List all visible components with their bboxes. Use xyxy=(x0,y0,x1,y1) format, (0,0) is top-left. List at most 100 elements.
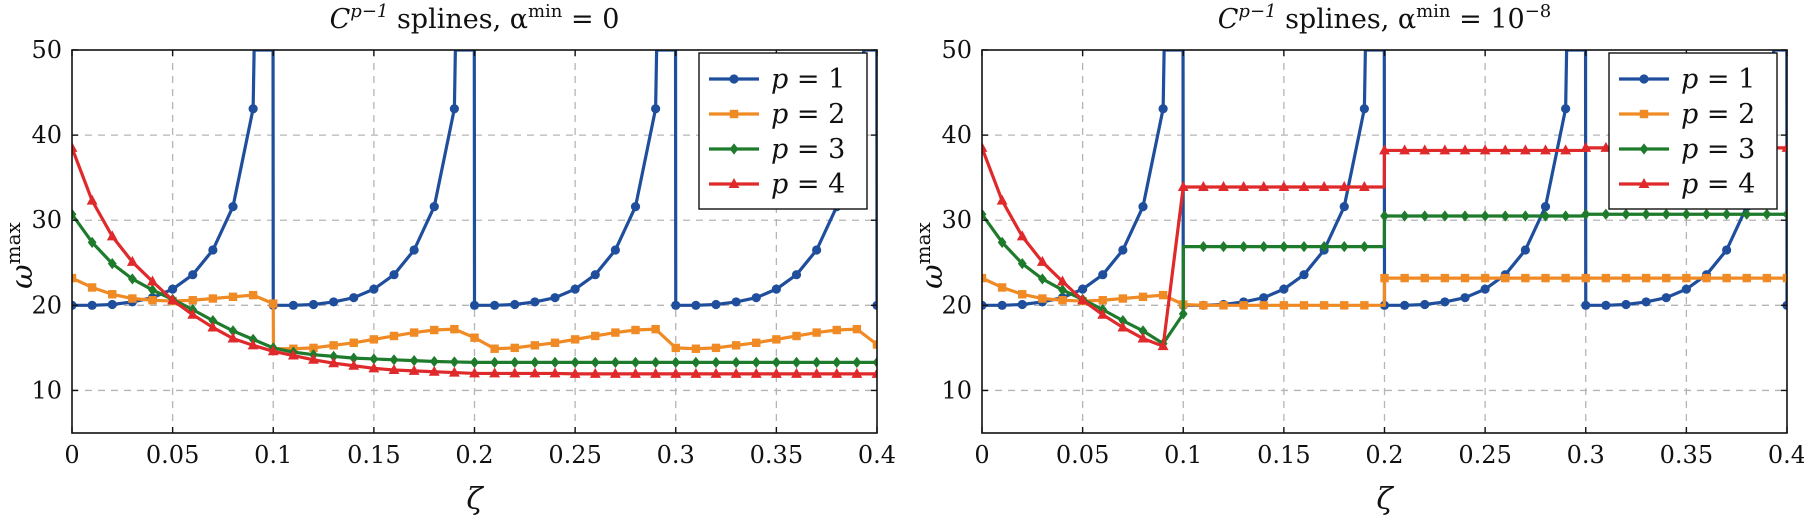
data-point xyxy=(831,367,843,378)
legend-label: p = 1 xyxy=(1681,64,1755,95)
data-point xyxy=(651,324,660,334)
data-point xyxy=(128,294,137,303)
y-tick-label: 40 xyxy=(31,121,62,149)
legend-label: p = 3 xyxy=(1681,134,1755,165)
data-point xyxy=(731,297,741,307)
data-point xyxy=(1058,284,1067,296)
data-point xyxy=(1037,273,1047,285)
data-point xyxy=(269,299,278,308)
data-point xyxy=(1197,181,1209,192)
legend-label: p = 2 xyxy=(771,99,845,130)
data-point xyxy=(1359,241,1369,253)
series-3 xyxy=(72,208,877,368)
data-point xyxy=(630,202,641,212)
data-point xyxy=(1561,273,1570,283)
data-point xyxy=(1118,294,1128,303)
data-point xyxy=(448,366,460,377)
data-point xyxy=(1420,273,1429,283)
data-point xyxy=(1662,273,1671,283)
data-point xyxy=(609,367,621,378)
data-point xyxy=(1077,294,1089,305)
data-point xyxy=(590,270,600,280)
data-point xyxy=(1480,273,1490,283)
data-point xyxy=(1198,241,1208,253)
data-point xyxy=(650,367,662,378)
x-tick-label: 0.1 xyxy=(254,441,292,469)
data-point xyxy=(1098,270,1108,280)
chart-title: Cp−1 splines, αmin = 10−8 xyxy=(1218,1,1551,35)
data-point xyxy=(670,367,682,378)
data-point xyxy=(1058,296,1067,305)
data-point xyxy=(1298,181,1310,192)
data-point xyxy=(1762,273,1772,283)
data-point xyxy=(409,245,419,255)
data-point xyxy=(691,356,701,368)
data-point xyxy=(1380,210,1389,222)
data-point xyxy=(791,270,802,280)
data-point xyxy=(509,367,521,378)
data-point xyxy=(228,202,238,212)
data-point xyxy=(510,356,520,368)
data-point xyxy=(1420,210,1430,222)
data-point xyxy=(1722,245,1732,255)
data-point xyxy=(872,356,877,368)
data-point xyxy=(1460,273,1470,283)
data-point xyxy=(1601,300,1611,310)
data-point xyxy=(731,356,741,368)
data-point xyxy=(308,299,319,310)
data-point xyxy=(651,104,661,114)
data-point xyxy=(349,293,359,303)
data-point xyxy=(1400,210,1410,222)
data-point xyxy=(750,367,762,378)
data-point xyxy=(1259,301,1268,310)
data-point xyxy=(1098,296,1107,305)
data-point xyxy=(1118,245,1128,255)
data-point xyxy=(752,338,761,347)
data-point xyxy=(1279,241,1289,253)
data-point xyxy=(1519,144,1531,155)
data-point xyxy=(107,258,117,270)
data-point xyxy=(248,104,258,114)
legend-entry: p = 4 xyxy=(709,169,845,200)
data-point xyxy=(1561,104,1571,114)
data-point xyxy=(1259,293,1269,303)
y-tick-label: 10 xyxy=(941,376,972,404)
data-point xyxy=(1340,301,1349,310)
chart-panel-1: Cp−1 splines, αmin = 0 0 0.05 0.1 0.15 0.2 0.2… xyxy=(1,1,896,517)
data-point xyxy=(731,341,741,350)
data-point xyxy=(328,357,340,368)
y-tick-label: 10 xyxy=(31,376,62,404)
data-point xyxy=(287,349,299,360)
data-point xyxy=(430,325,439,335)
legend: p = 1 p = 2 p = 3 p = 4 xyxy=(1608,52,1778,210)
data-point xyxy=(772,335,781,344)
data-point xyxy=(711,299,721,310)
legend-label: p = 1 xyxy=(771,64,845,95)
data-point xyxy=(812,356,822,368)
data-point xyxy=(1177,181,1189,192)
x-tick-label: 0.1 xyxy=(1164,441,1202,469)
data-point xyxy=(490,356,500,368)
data-point xyxy=(1138,292,1148,302)
data-point xyxy=(1218,181,1229,192)
x-tick-label: 0.05 xyxy=(146,441,199,469)
data-point xyxy=(1541,210,1550,222)
x-tick-label: 0.3 xyxy=(1567,441,1605,469)
data-point xyxy=(1137,332,1149,343)
data-point xyxy=(691,300,701,310)
data-point xyxy=(1338,181,1350,192)
data-point xyxy=(570,335,580,344)
data-point xyxy=(349,352,359,364)
data-point xyxy=(1480,210,1490,222)
data-point xyxy=(108,290,117,299)
data-point xyxy=(72,273,77,283)
data-point xyxy=(1078,284,1088,294)
data-point xyxy=(982,273,987,283)
data-point xyxy=(449,104,459,114)
data-point xyxy=(1278,181,1290,192)
data-point xyxy=(1299,270,1309,280)
data-point xyxy=(1581,300,1591,310)
data-point xyxy=(449,356,459,368)
data-point xyxy=(309,343,318,353)
chart-title: Cp−1 splines, αmin = 0 xyxy=(330,1,620,35)
